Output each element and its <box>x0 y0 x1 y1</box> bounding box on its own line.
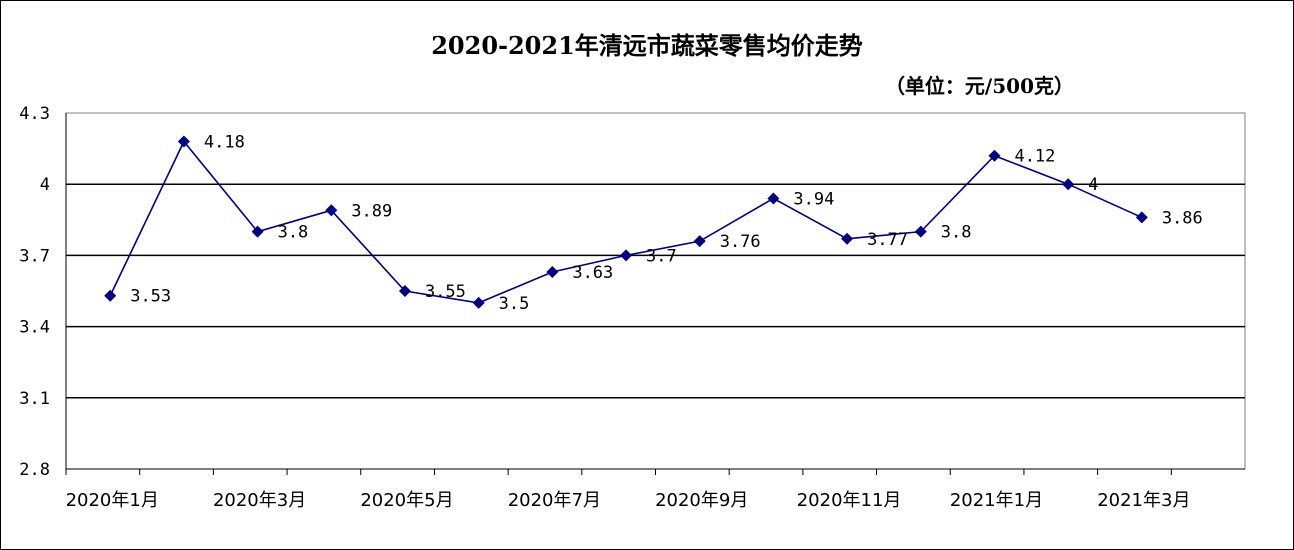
data-label: 3.53 <box>130 287 171 307</box>
data-point <box>1135 211 1148 224</box>
x-tick-label: 2021年3月 <box>1097 490 1190 511</box>
series-line <box>109 139 1143 304</box>
chart-title: 2020-2021年清远市蔬菜零售均价走势 <box>431 31 863 60</box>
data-point <box>914 225 927 238</box>
data-label: 3.89 <box>351 201 392 221</box>
data-label: 4 <box>1088 175 1098 195</box>
x-tick-label: 2020年5月 <box>360 490 453 511</box>
data-point <box>251 225 264 238</box>
data-label: 3.94 <box>793 189 834 209</box>
data-label: 3.76 <box>720 232 761 252</box>
data-point <box>398 285 411 297</box>
y-tick-label: 3.4 <box>19 318 50 338</box>
data-point <box>325 204 338 217</box>
data-label: 3.63 <box>572 263 613 283</box>
plot-area-border <box>65 112 1246 470</box>
data-point <box>620 249 633 262</box>
data-label: 3.77 <box>867 230 908 250</box>
data-point <box>546 266 559 279</box>
x-tick-label: 2020年11月 <box>797 490 902 511</box>
y-tick-label: 3.7 <box>19 246 50 266</box>
y-tick-label: 2.8 <box>19 460 50 480</box>
x-tick-label: 2020年1月 <box>66 490 159 511</box>
data-point <box>767 192 780 205</box>
y-tick-label: 4.3 <box>19 104 50 124</box>
data-point <box>693 235 706 248</box>
data-label: 3.5 <box>499 294 530 314</box>
x-tick-label: 2020年7月 <box>508 490 601 511</box>
y-tick-label: 4 <box>40 175 50 195</box>
data-label: 3.86 <box>1162 208 1203 228</box>
data-label: 3.55 <box>425 282 466 302</box>
x-tick-label: 2020年9月 <box>655 490 748 511</box>
x-tick-label: 2021年1月 <box>950 490 1043 511</box>
data-label: 3.8 <box>278 223 309 243</box>
x-tick-label: 2020年3月 <box>213 490 306 511</box>
data-label: 3.7 <box>646 246 677 266</box>
data-point <box>988 149 1001 162</box>
data-point <box>1062 178 1075 191</box>
data-point <box>841 232 854 245</box>
data-point <box>472 296 485 309</box>
chart-unit-label: （单位：元/500克） <box>884 74 1074 98</box>
data-point <box>177 135 190 148</box>
data-label: 4.18 <box>204 132 245 152</box>
data-label: 4.12 <box>1014 147 1055 167</box>
data-point <box>104 289 117 302</box>
y-tick-label: 3.1 <box>19 389 50 409</box>
data-label: 3.8 <box>941 223 972 243</box>
